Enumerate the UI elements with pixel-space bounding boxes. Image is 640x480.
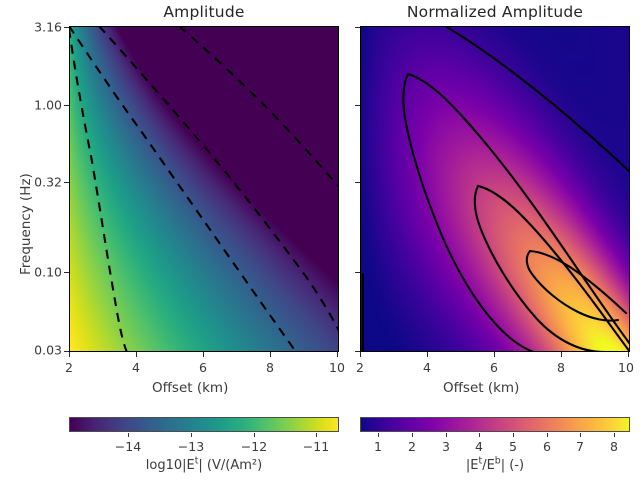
xaxis-label-amplitude: Offset (km) <box>152 380 229 396</box>
heatmap-panel-normalized-amplitude: 1 3 5 7 1 <box>360 26 630 352</box>
colorbar-tick-label-5: 5 <box>509 439 517 454</box>
colorbar-tick <box>513 433 514 437</box>
ytick-mark <box>64 350 69 352</box>
ytick-mark <box>355 350 360 352</box>
xtick-label-6: 6 <box>490 360 498 375</box>
xtick-label-8: 8 <box>557 360 565 375</box>
colorbar-tick <box>412 433 413 437</box>
heatmap-panel-amplitude: -11 -12 -13 -14 <box>69 26 339 352</box>
colorbar-tick <box>378 433 379 437</box>
xtick-label-4: 4 <box>423 360 431 375</box>
xtick-label-8: 8 <box>266 360 274 375</box>
colorbar-tick-label-3: 3 <box>442 439 450 454</box>
panel-title-normalized-amplitude: Normalized Amplitude <box>406 3 584 21</box>
colorbar-tick-label-n11: −11 <box>302 439 330 454</box>
colorbar-label-superscript-t: t <box>194 455 199 467</box>
ytick-mark <box>355 271 360 273</box>
ytick-mark <box>355 181 360 183</box>
colorbar-tick-label-n14: −14 <box>114 439 142 454</box>
colorbar-label-post: | (-) <box>500 458 525 473</box>
xtick-mark <box>494 352 496 357</box>
ytick-mark <box>355 104 360 106</box>
colorbar-label-pre: |E <box>465 458 479 473</box>
ytick-mark <box>355 26 360 28</box>
colorbar-tick <box>446 433 447 437</box>
ytick-label-0-32: 0.32 <box>34 174 62 190</box>
colorbar-border <box>69 417 339 432</box>
colorbar-ratio <box>360 417 630 432</box>
colorbar-tick <box>316 433 317 437</box>
colorbar-tick-label-6: 6 <box>543 439 551 454</box>
colorbar-label-post: | (V/(Am²) <box>198 458 263 473</box>
colorbar-label-mid: /E <box>482 458 495 473</box>
ytick-mark <box>64 181 69 183</box>
ytick-label-0-10: 0.10 <box>34 264 62 280</box>
colorbar-tick <box>191 433 192 437</box>
xtick-mark <box>270 352 272 357</box>
colorbar-tick-label-n12: −12 <box>240 439 268 454</box>
colorbar-tick <box>479 433 480 437</box>
xtick-mark <box>427 352 429 357</box>
colorbar-tick-label-8: 8 <box>610 439 618 454</box>
ytick-label-1-00: 1.00 <box>34 97 62 113</box>
colorbar-label-ratio: |Et/Eb| (-) <box>465 455 525 473</box>
colorbar-tick-label-n13: −13 <box>177 439 205 454</box>
xtick-mark <box>337 352 339 357</box>
ytick-mark <box>64 26 69 28</box>
colorbar-tick <box>547 433 548 437</box>
colorbar-tick <box>254 433 255 437</box>
colorbar-tick-label-4: 4 <box>475 439 483 454</box>
ytick-mark <box>64 271 69 273</box>
colorbar-tick <box>614 433 615 437</box>
xtick-mark <box>203 352 205 357</box>
xtick-label-10: 10 <box>329 360 345 375</box>
xtick-label-2: 2 <box>356 360 364 375</box>
colorbar-tick <box>580 433 581 437</box>
panel-title-amplitude: Amplitude <box>163 3 245 21</box>
xtick-mark <box>561 352 563 357</box>
colorbar-tick-label-7: 7 <box>576 439 584 454</box>
xtick-label-4: 4 <box>132 360 140 375</box>
ytick-label-0-03: 0.03 <box>34 342 62 358</box>
yaxis-label-frequency: Frequency (Hz) <box>18 173 34 275</box>
colorbar-border <box>360 417 630 432</box>
colorbar-tick-label-2: 2 <box>408 439 416 454</box>
xtick-mark <box>69 352 71 357</box>
xtick-mark <box>136 352 138 357</box>
colorbar-label-pre: log10|E <box>145 458 195 473</box>
colorbar-label-log-amplitude: log10|Et| (V/(Am²) <box>145 455 263 473</box>
xaxis-label-normalized: Offset (km) <box>443 380 520 396</box>
xtick-mark <box>628 352 630 357</box>
colorbar-tick-label-1: 1 <box>374 439 382 454</box>
xtick-label-2: 2 <box>65 360 73 375</box>
colorbar-tick <box>128 433 129 437</box>
ytick-label-3-16: 3.16 <box>34 19 62 35</box>
colorbar-label-superscript-t: t <box>478 455 483 467</box>
colorbar-log-amplitude <box>69 417 339 432</box>
ytick-mark <box>64 104 69 106</box>
colorbar-label-superscript-b: b <box>494 455 501 467</box>
xtick-label-6: 6 <box>199 360 207 375</box>
xtick-mark <box>360 352 362 357</box>
xtick-label-10: 10 <box>618 360 634 375</box>
